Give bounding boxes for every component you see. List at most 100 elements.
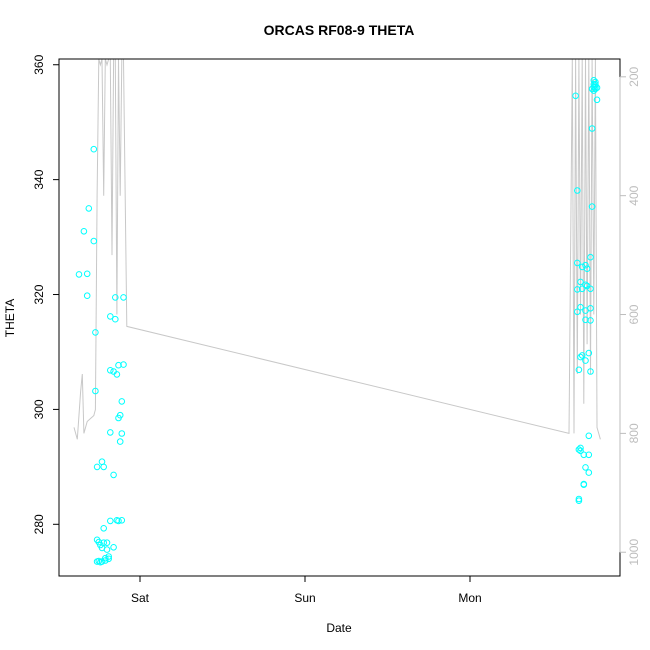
data-point xyxy=(95,557,103,565)
data-point xyxy=(83,270,91,278)
data-point xyxy=(100,463,107,471)
data-point xyxy=(587,285,594,293)
data-point xyxy=(107,517,114,525)
y2-tick-label: 600 xyxy=(627,304,641,324)
data-point xyxy=(103,539,111,547)
data-point xyxy=(118,517,126,524)
y-axis-right: 200 400 600 800 1000 xyxy=(619,66,641,566)
data-point xyxy=(572,92,579,100)
chart-title: ORCAS RF08-9 THETA xyxy=(264,22,415,38)
data-point xyxy=(583,265,591,273)
data-point xyxy=(575,446,583,453)
line-layer xyxy=(73,58,601,440)
y-axis-label: THETA xyxy=(3,299,17,337)
data-point xyxy=(582,281,589,289)
data-point xyxy=(574,308,581,316)
y2-tick-label: 1000 xyxy=(627,539,641,566)
x-tick-label: Sat xyxy=(131,591,150,605)
y-tick-label: 300 xyxy=(32,399,46,419)
data-point xyxy=(115,517,122,525)
data-point xyxy=(587,253,594,261)
data-point xyxy=(112,294,119,301)
data-point xyxy=(105,553,112,560)
data-point xyxy=(118,430,126,437)
data-point xyxy=(80,228,88,235)
x-axis-label: Date xyxy=(326,621,352,635)
data-point xyxy=(575,497,583,505)
data-point xyxy=(582,464,589,471)
data-point xyxy=(110,544,117,551)
y-tick-label: 340 xyxy=(32,169,46,189)
data-point xyxy=(85,205,93,212)
data-point xyxy=(587,368,594,375)
data-point xyxy=(582,357,589,364)
y-axis-left: 280 300 320 340 360 xyxy=(32,54,59,534)
data-point xyxy=(580,451,588,459)
data-point xyxy=(574,187,581,194)
data-point xyxy=(588,125,596,132)
data-point xyxy=(577,447,584,455)
data-point xyxy=(574,259,581,267)
y2-tick-label: 800 xyxy=(627,423,641,443)
data-point xyxy=(120,361,127,368)
points-layer xyxy=(75,77,601,566)
data-point xyxy=(75,271,83,278)
data-point xyxy=(577,303,584,311)
plot-frame xyxy=(58,58,621,577)
data-point xyxy=(107,429,114,436)
data-point xyxy=(100,525,107,532)
data-point xyxy=(587,305,594,312)
data-point xyxy=(90,145,98,153)
data-point xyxy=(590,77,598,84)
data-point xyxy=(118,398,126,405)
data-point xyxy=(92,329,99,336)
data-point xyxy=(102,557,109,564)
data-point xyxy=(580,481,588,489)
data-point xyxy=(90,237,98,245)
data-point xyxy=(83,292,91,300)
data-point xyxy=(92,387,99,395)
data-point xyxy=(115,361,122,369)
data-point xyxy=(585,432,593,440)
data-point xyxy=(98,558,106,565)
x-tick-label: Sun xyxy=(294,591,315,605)
y-tick-label: 320 xyxy=(32,284,46,304)
data-point xyxy=(577,278,584,286)
data-point xyxy=(116,411,124,419)
data-point xyxy=(577,353,584,361)
data-point xyxy=(585,451,593,459)
data-point xyxy=(103,546,111,553)
data-point xyxy=(592,85,599,93)
data-point xyxy=(578,285,586,293)
data-point xyxy=(105,555,112,563)
data-point xyxy=(574,286,581,293)
x-axis: Sat Sun Mon xyxy=(131,576,482,605)
data-point xyxy=(102,554,109,562)
data-point xyxy=(116,438,124,445)
data-point xyxy=(93,463,101,471)
data-point xyxy=(587,317,594,324)
series-line xyxy=(73,58,601,440)
data-point xyxy=(112,315,119,323)
data-point xyxy=(585,349,593,357)
data-point xyxy=(575,366,583,374)
y2-tick-label: 200 xyxy=(627,66,641,86)
data-point xyxy=(593,96,601,104)
data-point xyxy=(100,539,107,547)
data-point xyxy=(113,371,121,378)
data-point xyxy=(588,203,596,210)
data-point xyxy=(592,81,599,88)
y2-tick-label: 400 xyxy=(627,185,641,205)
data-point xyxy=(582,316,589,324)
data-point xyxy=(107,313,114,320)
data-point xyxy=(585,469,593,476)
data-point xyxy=(110,471,117,479)
data-point xyxy=(577,444,584,452)
data-point xyxy=(107,367,114,374)
data-point xyxy=(120,294,127,301)
y-tick-label: 360 xyxy=(32,54,46,74)
data-point xyxy=(593,84,601,91)
x-tick-label: Mon xyxy=(458,591,481,605)
data-point xyxy=(578,352,586,359)
